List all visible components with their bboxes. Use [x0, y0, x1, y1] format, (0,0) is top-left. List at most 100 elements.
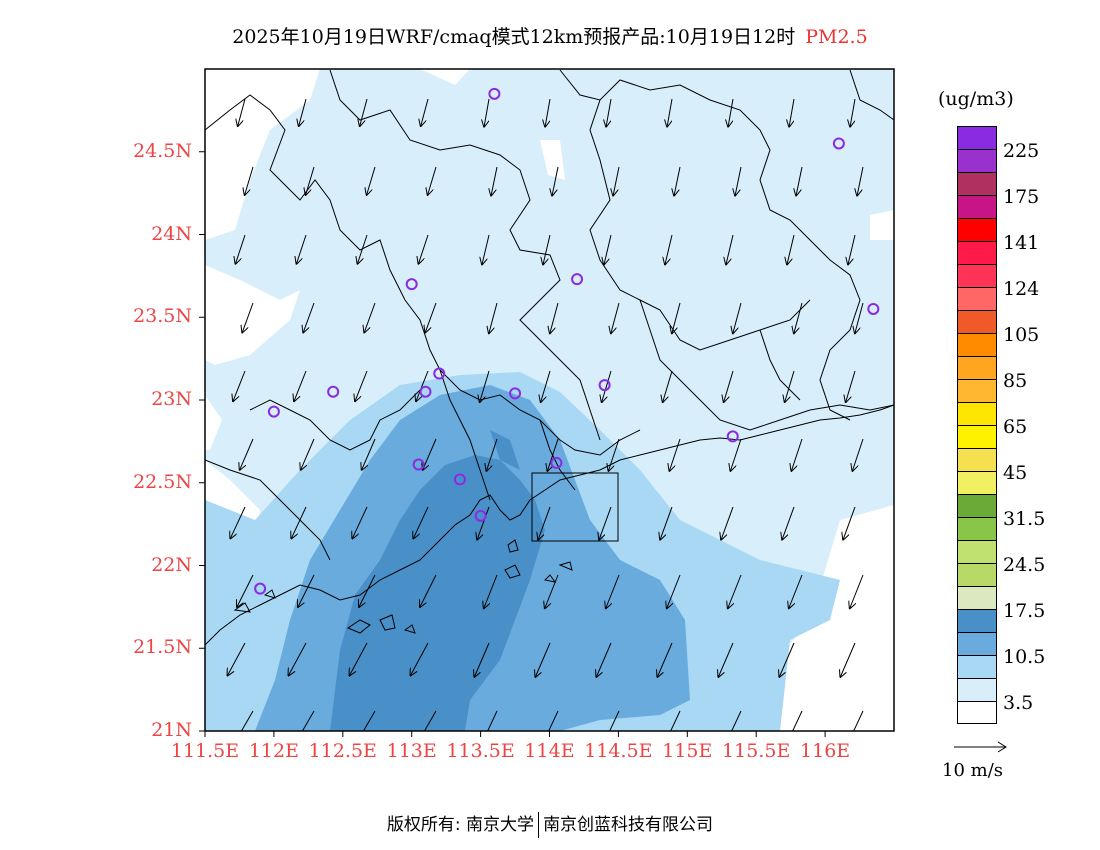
station-marker	[832, 137, 845, 150]
legend-swatch	[957, 632, 997, 655]
lon-label: 114.5E	[584, 740, 653, 762]
wind-arrow	[728, 98, 734, 127]
wind-arrow	[543, 234, 551, 264]
legend-swatch	[957, 287, 997, 310]
wind-arrow	[425, 302, 437, 332]
wind-arrow	[301, 438, 315, 470]
wind-arrow	[728, 574, 742, 608]
wind-arrow	[857, 166, 864, 196]
wind-arrow	[306, 166, 315, 195]
legend-label: 10.5	[1003, 646, 1046, 668]
legend-swatch	[957, 425, 997, 448]
wind-arrow	[794, 302, 803, 333]
lon-label: 115.5E	[722, 740, 791, 762]
lat-label: 23.5N	[133, 305, 192, 328]
lon-label: 111.5E	[170, 740, 240, 762]
legend-swatch	[957, 563, 997, 586]
wind-arrow	[416, 370, 429, 401]
wind-arrow	[538, 506, 551, 540]
wind-vectors	[227, 98, 864, 731]
legend-swatch	[957, 379, 997, 402]
lat-label: 24.5N	[133, 139, 192, 162]
wind-arrow	[418, 234, 429, 264]
wind-arrow	[789, 98, 795, 127]
legend-swatch	[957, 448, 997, 471]
wind-arrow	[477, 506, 490, 540]
station-marker	[488, 87, 501, 100]
legend-swatch	[957, 172, 997, 195]
wind-arrow	[237, 574, 254, 607]
wind-arrow	[846, 370, 856, 402]
wind-arrow	[604, 234, 612, 264]
wind-arrow	[796, 166, 803, 196]
station-marker	[598, 379, 611, 392]
wind-arrow	[548, 710, 559, 731]
wind-arrow	[853, 710, 864, 731]
wind-arrow	[296, 234, 307, 264]
legend-swatch	[957, 149, 997, 172]
wind-arrow	[233, 370, 246, 401]
lat-label: 24N	[151, 222, 192, 245]
footer-right: 南京创蓝科技有限公司	[543, 815, 714, 835]
legend-swatch	[957, 678, 997, 701]
wind-arrow	[489, 302, 498, 333]
wind-arrow	[852, 438, 864, 471]
wind-arrow	[721, 506, 734, 540]
wind-arrow	[245, 166, 254, 195]
legend-label: 105	[1003, 324, 1040, 346]
wind-arrow	[599, 506, 612, 540]
wind-arrow	[355, 370, 368, 401]
legend-swatch	[957, 586, 997, 609]
station-marker	[267, 405, 280, 418]
wind-arrow	[657, 642, 673, 677]
wind-arrow	[724, 370, 734, 402]
wind-arrow	[545, 574, 559, 608]
wind-arrow	[779, 642, 795, 677]
wind-arrow	[240, 710, 254, 731]
lat-label: 21.5N	[133, 636, 192, 659]
legend-label: 225	[1003, 140, 1040, 162]
wind-arrow	[362, 438, 376, 470]
wind-arrow	[352, 506, 368, 538]
wind-arrow	[731, 710, 742, 731]
legend-label: 141	[1003, 232, 1040, 254]
legend-swatch	[957, 517, 997, 540]
station-marker	[867, 302, 880, 315]
wind-arrow	[303, 302, 315, 332]
wind-arrow	[787, 234, 795, 264]
legend-swatch	[957, 402, 997, 425]
wind-arrow	[535, 642, 551, 677]
legend-label: 45	[1003, 462, 1028, 484]
wind-arrow	[413, 506, 429, 538]
wind-arrow	[541, 370, 551, 402]
legend-swatch	[957, 310, 997, 333]
wind-arrow	[850, 98, 856, 127]
legend-swatch	[957, 655, 997, 678]
wind-arrow	[238, 98, 246, 126]
wind-arrow	[349, 642, 368, 675]
legend-swatch	[957, 701, 997, 724]
footer-copyright: 版权所有: 南京大学 南京创蓝科技有限公司	[0, 810, 1100, 838]
legend-label: 65	[1003, 416, 1028, 438]
title-main: 2025年10月19日WRF/cmaq模式12km预报产品:10月19日12时	[232, 26, 796, 48]
legend-label: 17.5	[1003, 600, 1046, 622]
wind-arrow	[298, 574, 315, 607]
wind-arrow	[663, 370, 673, 402]
wind-arrow	[840, 642, 856, 677]
legend-swatch	[957, 195, 997, 218]
wind-arrow	[423, 710, 437, 731]
wind-arrow	[428, 166, 437, 195]
islands	[233, 539, 573, 634]
lon-label: 115E	[662, 740, 713, 762]
wind-arrow	[667, 98, 673, 127]
wind-arrow	[602, 370, 612, 402]
wind-arrow	[484, 574, 498, 608]
lat-label: 22.5N	[133, 470, 192, 493]
wind-arrow	[733, 302, 742, 333]
wind-arrow	[240, 438, 254, 470]
white-patch-ne	[870, 210, 894, 240]
station-marker	[433, 367, 446, 380]
legend-label: 85	[1003, 370, 1028, 392]
wind-arrow	[230, 506, 246, 538]
wind-arrow	[848, 234, 856, 264]
